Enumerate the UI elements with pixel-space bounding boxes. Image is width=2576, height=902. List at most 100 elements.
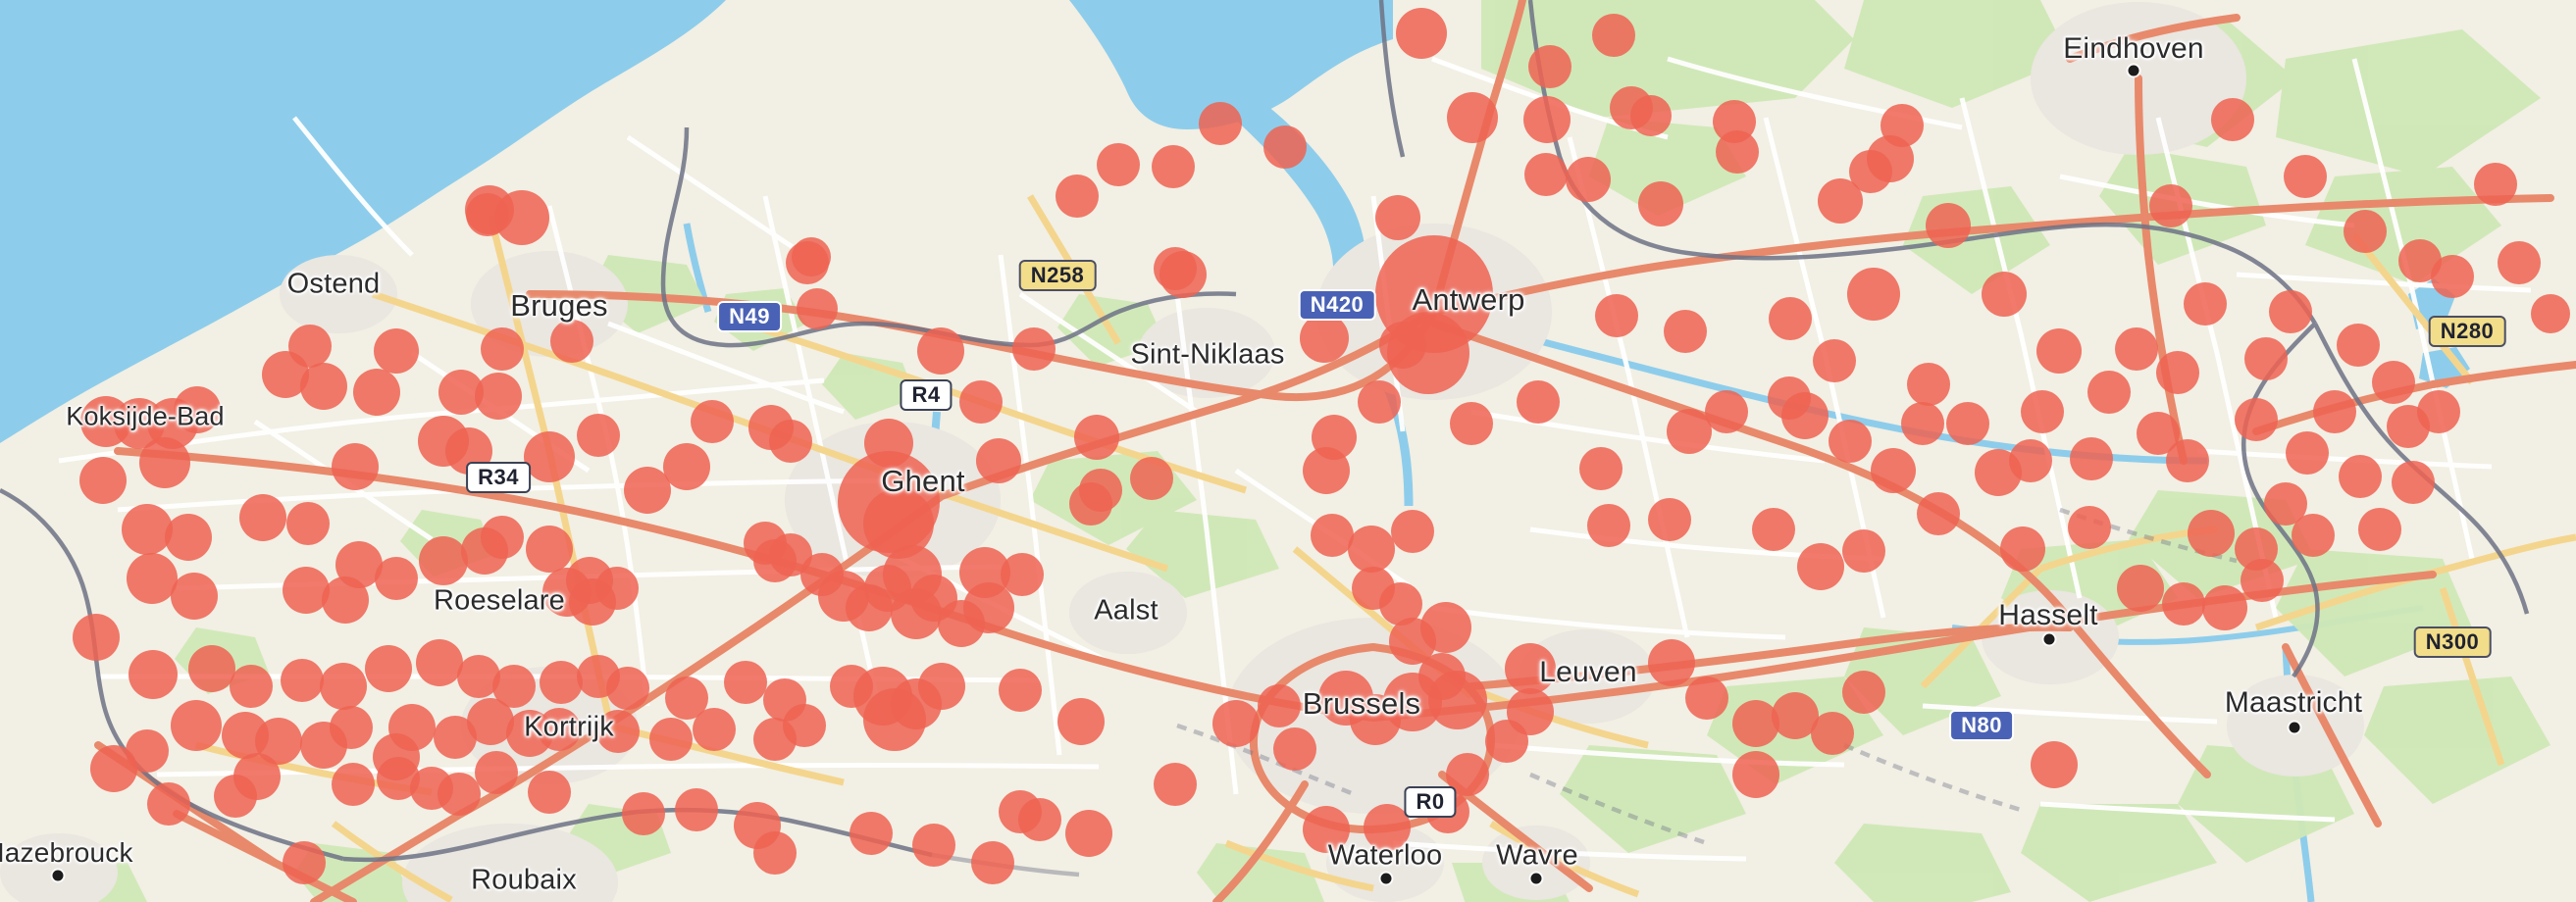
map-marker[interactable] bbox=[1638, 181, 1683, 226]
map-marker[interactable] bbox=[1311, 514, 1354, 557]
map-marker[interactable] bbox=[320, 663, 367, 710]
map-marker[interactable] bbox=[1505, 643, 1556, 694]
map-marker[interactable] bbox=[2474, 163, 2517, 206]
map-marker[interactable] bbox=[174, 386, 221, 433]
map-marker[interactable] bbox=[1946, 402, 1989, 445]
map-marker[interactable] bbox=[1664, 310, 1707, 353]
map-marker[interactable] bbox=[1813, 339, 1856, 382]
map-marker[interactable] bbox=[481, 327, 524, 371]
map-marker[interactable] bbox=[230, 665, 273, 708]
map-marker[interactable] bbox=[1842, 529, 1885, 573]
map-marker[interactable] bbox=[373, 733, 420, 780]
map-marker[interactable] bbox=[693, 708, 736, 751]
map-marker[interactable] bbox=[2286, 431, 2329, 475]
map-marker[interactable] bbox=[663, 443, 710, 490]
map-marker[interactable] bbox=[2115, 327, 2158, 371]
map-marker[interactable] bbox=[2372, 361, 2415, 404]
map-marker[interactable] bbox=[1517, 380, 1560, 424]
map-marker[interactable] bbox=[1348, 526, 1395, 573]
map-marker[interactable] bbox=[1154, 763, 1197, 806]
map-marker[interactable] bbox=[2009, 439, 2052, 482]
map-marker[interactable] bbox=[800, 553, 844, 596]
map-marker[interactable] bbox=[2000, 526, 2045, 572]
map-marker[interactable] bbox=[475, 751, 518, 794]
map-marker[interactable] bbox=[1300, 314, 1349, 363]
map-marker[interactable] bbox=[2292, 514, 2335, 557]
map-marker[interactable] bbox=[1358, 380, 1401, 424]
map-marker[interactable] bbox=[1926, 203, 1971, 248]
map-marker[interactable] bbox=[2337, 324, 2380, 367]
map-marker[interactable] bbox=[2269, 290, 2312, 333]
map-marker[interactable] bbox=[1648, 498, 1691, 541]
map-marker[interactable] bbox=[2417, 390, 2460, 433]
map-marker[interactable] bbox=[1630, 95, 1672, 136]
map-marker[interactable] bbox=[1273, 727, 1316, 771]
map-marker[interactable] bbox=[1069, 482, 1112, 526]
map-marker[interactable] bbox=[1705, 390, 1748, 433]
map-marker[interactable] bbox=[624, 467, 671, 514]
map-marker[interactable] bbox=[691, 400, 734, 443]
map-marker[interactable] bbox=[1917, 492, 1960, 535]
map-marker[interactable] bbox=[2498, 241, 2541, 284]
map-marker[interactable] bbox=[1018, 798, 1061, 841]
map-marker[interactable] bbox=[1667, 409, 1712, 454]
map-marker[interactable] bbox=[540, 661, 583, 704]
map-marker[interactable] bbox=[1752, 508, 1795, 551]
map-marker[interactable] bbox=[1732, 700, 1779, 747]
map-marker[interactable] bbox=[2162, 582, 2205, 626]
map-marker[interactable] bbox=[1012, 327, 1056, 371]
map-marker[interactable] bbox=[2156, 351, 2199, 394]
map-marker[interactable] bbox=[1907, 363, 1950, 406]
map-marker[interactable] bbox=[2117, 565, 2164, 612]
map-marker[interactable] bbox=[445, 427, 492, 475]
map-marker[interactable] bbox=[596, 710, 640, 753]
map-marker[interactable] bbox=[239, 494, 286, 541]
map-marker[interactable] bbox=[850, 812, 893, 855]
map-marker[interactable] bbox=[2344, 210, 2387, 253]
map-marker[interactable] bbox=[374, 328, 419, 374]
map-marker[interactable] bbox=[2036, 328, 2082, 374]
map-marker[interactable] bbox=[2184, 282, 2227, 326]
map-marker[interactable] bbox=[214, 775, 257, 818]
map-marker[interactable] bbox=[524, 431, 575, 482]
map-marker[interactable] bbox=[1524, 153, 1568, 196]
map-marker[interactable] bbox=[528, 771, 571, 814]
map-marker[interactable] bbox=[1364, 804, 1411, 851]
map-marker[interactable] bbox=[912, 824, 955, 867]
map-marker[interactable] bbox=[171, 700, 222, 751]
map-marker[interactable] bbox=[122, 504, 173, 555]
map-marker[interactable] bbox=[365, 645, 412, 692]
map-marker[interactable] bbox=[1811, 712, 1854, 755]
map-marker[interactable] bbox=[1318, 671, 1373, 726]
map-marker[interactable] bbox=[2188, 510, 2235, 557]
map-marker[interactable] bbox=[1396, 8, 1447, 59]
map-marker[interactable] bbox=[1485, 720, 1528, 763]
map-marker[interactable] bbox=[2358, 508, 2401, 551]
map-marker[interactable] bbox=[1074, 415, 1119, 460]
map-marker[interactable] bbox=[171, 573, 218, 620]
map-marker[interactable] bbox=[595, 567, 639, 610]
map-marker[interactable] bbox=[976, 438, 1021, 483]
map-marker[interactable] bbox=[1199, 102, 1242, 145]
map-marker[interactable] bbox=[286, 502, 330, 545]
map-marker[interactable] bbox=[127, 553, 178, 604]
map-marker[interactable] bbox=[971, 841, 1014, 884]
map-marker[interactable] bbox=[2149, 184, 2192, 227]
map-marker[interactable] bbox=[1768, 376, 1811, 420]
map-marker[interactable] bbox=[2313, 390, 2356, 433]
map-marker[interactable] bbox=[1375, 195, 1420, 240]
map-marker[interactable] bbox=[330, 706, 373, 749]
map-marker[interactable] bbox=[649, 718, 693, 761]
map-marker[interactable] bbox=[846, 584, 893, 631]
map-marker[interactable] bbox=[577, 414, 620, 457]
map-marker[interactable] bbox=[375, 557, 418, 600]
map-marker[interactable] bbox=[1579, 447, 1623, 490]
map-marker[interactable] bbox=[999, 669, 1042, 712]
map-marker[interactable] bbox=[416, 639, 463, 686]
map-marker[interactable] bbox=[753, 831, 797, 875]
map-marker[interactable] bbox=[2070, 437, 2113, 480]
map-marker[interactable] bbox=[1982, 272, 2027, 317]
map-marker[interactable] bbox=[2531, 294, 2570, 333]
